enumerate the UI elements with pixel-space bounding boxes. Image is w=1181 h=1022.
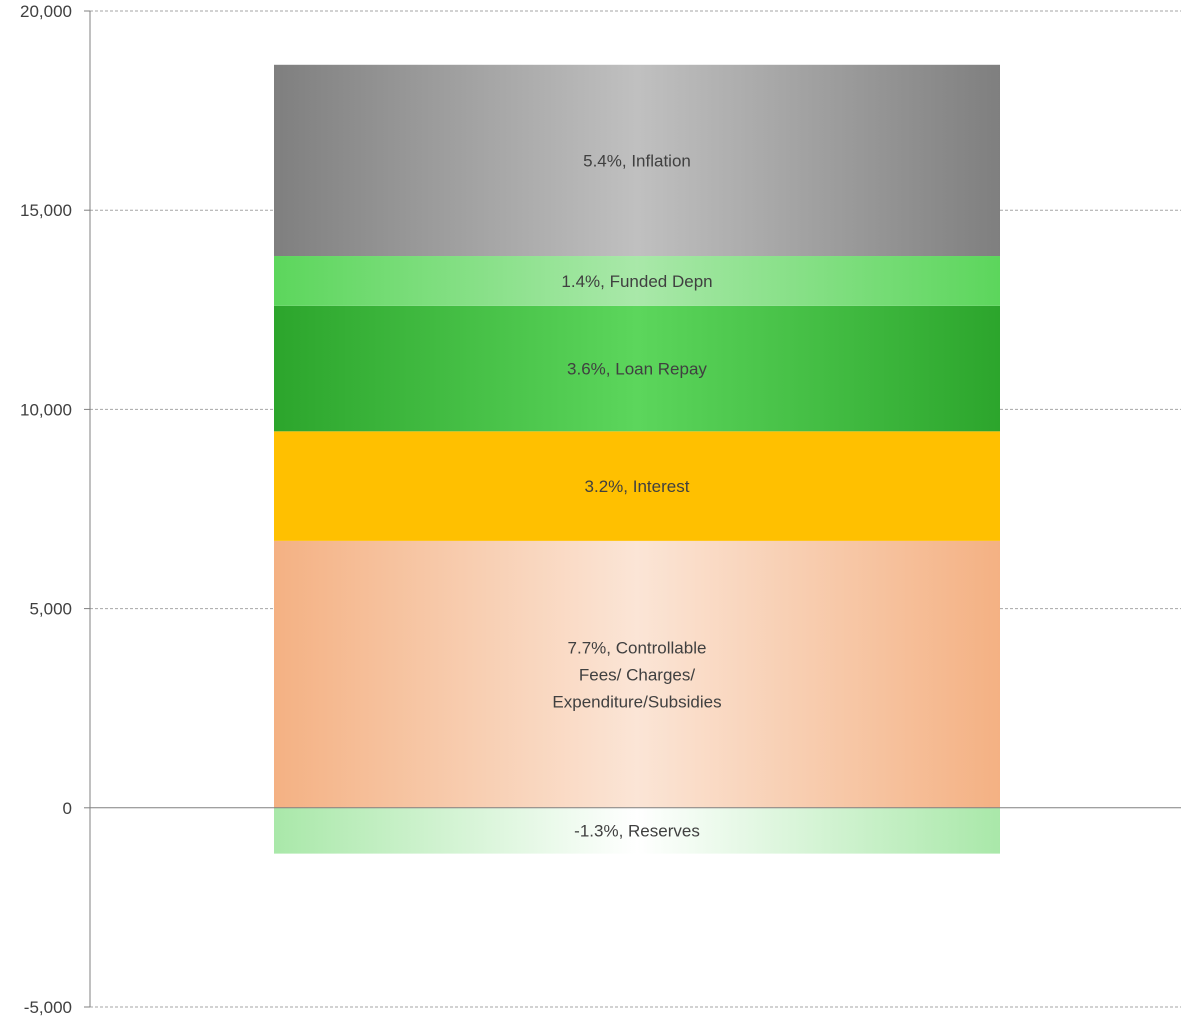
segment-label: 3.6%, Loan Repay [567,360,707,379]
segment-label: -1.3%, Reserves [574,822,700,841]
y-tick-label: 10,000 [20,400,72,419]
y-tick-label: -5,000 [24,998,72,1017]
segment-label: 5.4%, Inflation [583,151,691,170]
axes: 20,000 15,000 10,000 5,000 0 -5,000 [20,2,1181,1017]
bar-segment [274,807,1000,854]
bar-segment [274,431,1000,541]
bar-segment [274,540,1000,808]
bar-segment [274,305,1000,432]
segment-label: 3.2%, Interest [585,477,690,496]
y-tick-label: 20,000 [20,2,72,21]
y-tick-label: 15,000 [20,201,72,220]
y-tick-label: 5,000 [29,600,72,619]
segment-labels: 7.7%, Controllable Fees/ Charges/Expendit… [552,151,721,840]
segment-label: 7.7%, Controllable [568,638,707,657]
segment-label: Fees/ Charges/ [579,665,695,684]
bar-segments [274,64,1000,854]
y-tick-label: 0 [63,799,72,818]
bar-segment [274,64,1000,257]
segment-label: Expenditure/Subsidies [552,692,721,711]
segment-label: 1.4%, Funded Depn [561,272,712,291]
bar-segment [274,256,1000,306]
